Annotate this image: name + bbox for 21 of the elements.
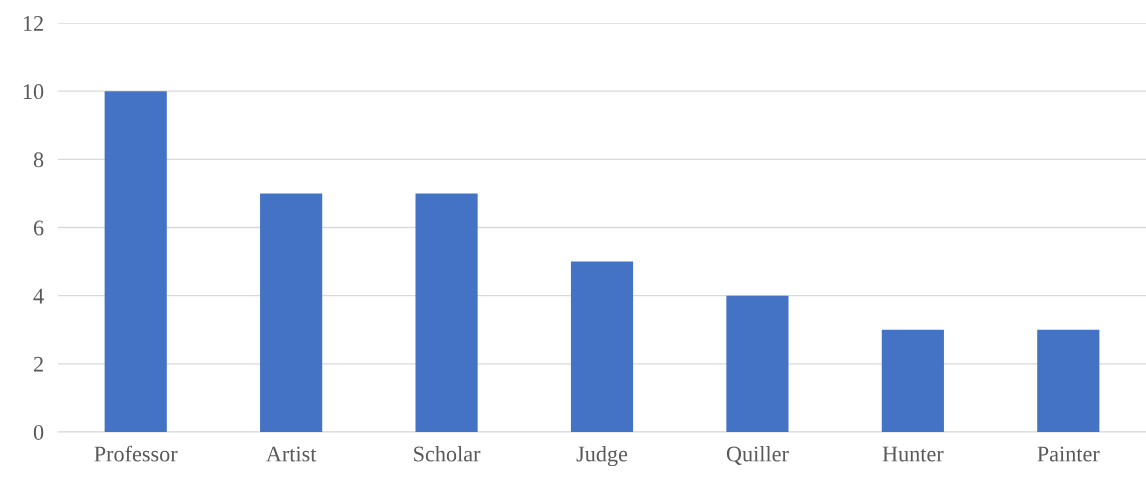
- y-tick-label: 12: [23, 15, 43, 31]
- x-tick-label: Judge: [576, 445, 628, 467]
- y-tick-label: 6: [33, 220, 44, 236]
- x-tick-label: Quiller: [726, 445, 789, 465]
- y-tick-label: 10: [23, 84, 44, 100]
- bar: [260, 193, 323, 432]
- bar: [1037, 329, 1100, 432]
- bar: [726, 295, 789, 432]
- y-tick-label: 8: [33, 152, 44, 168]
- x-tick-label: Painter: [1037, 446, 1100, 462]
- bar: [570, 261, 634, 432]
- x-tick-label: Scholar: [414, 445, 481, 462]
- y-tick-label: 2: [33, 356, 43, 372]
- bar: [881, 329, 944, 432]
- bar: [104, 91, 167, 432]
- y-tick-label: 0: [33, 424, 44, 440]
- x-tick-label: Professor: [94, 445, 178, 462]
- x-tick-label: Artist: [266, 446, 317, 462]
- bar: [415, 193, 478, 432]
- x-tick-label: Hunter: [882, 446, 944, 462]
- y-tick-label: 4: [33, 288, 44, 304]
